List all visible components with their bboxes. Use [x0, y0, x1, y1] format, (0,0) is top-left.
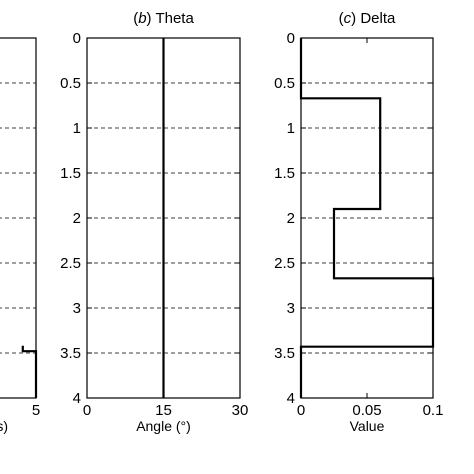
ytick-label-2-3: 1.5: [274, 165, 295, 182]
ytick-label-1-1: 0.5: [60, 75, 81, 92]
xtick-label-0-0: 5: [32, 402, 40, 419]
ytick-label-1-4: 2: [73, 210, 81, 227]
panel-frame-0: [0, 37, 37, 399]
ytick-label-1-7: 3.5: [60, 345, 81, 362]
x-axis-label-0: (m/s): [0, 418, 8, 434]
ytick-label-1-0: 0: [73, 30, 81, 47]
ytick-label-1-8: 4: [73, 390, 81, 407]
ytick-label-1-2: 1: [73, 120, 81, 137]
panel-title-1: (b) Theta: [133, 10, 194, 27]
xtick-label-2-1: 0.05: [352, 402, 381, 419]
xtick-label-1-0: 0: [83, 402, 91, 419]
xtick-label-1-2: 30: [232, 402, 249, 419]
series-line-0-0: [21, 345, 38, 398]
xtick-label-1-1: 15: [155, 402, 172, 419]
ytick-label-1-5: 2.5: [60, 255, 81, 272]
x-axis-label-2: Value: [350, 418, 385, 434]
ytick-label-2-4: 2: [287, 210, 295, 227]
ytick-label-2-2: 1: [287, 120, 295, 137]
ytick-label-2-8: 4: [287, 390, 295, 407]
xtick-label-2-2: 0.1: [423, 402, 444, 419]
ytick-label-1-6: 3: [73, 300, 81, 317]
ytick-label-1-3: 1.5: [60, 165, 81, 182]
xtick-label-2-0: 0: [297, 402, 305, 419]
panel-title-2: (c) Delta: [339, 10, 396, 27]
ytick-label-2-5: 2.5: [274, 255, 295, 272]
ytick-label-2-6: 3: [287, 300, 295, 317]
x-axis-label-1: Angle (°): [136, 418, 191, 434]
ytick-label-2-1: 0.5: [274, 75, 295, 92]
ytick-label-2-0: 0: [287, 30, 295, 47]
series-line-2-0: [299, 38, 435, 398]
ytick-label-2-7: 3.5: [274, 345, 295, 362]
